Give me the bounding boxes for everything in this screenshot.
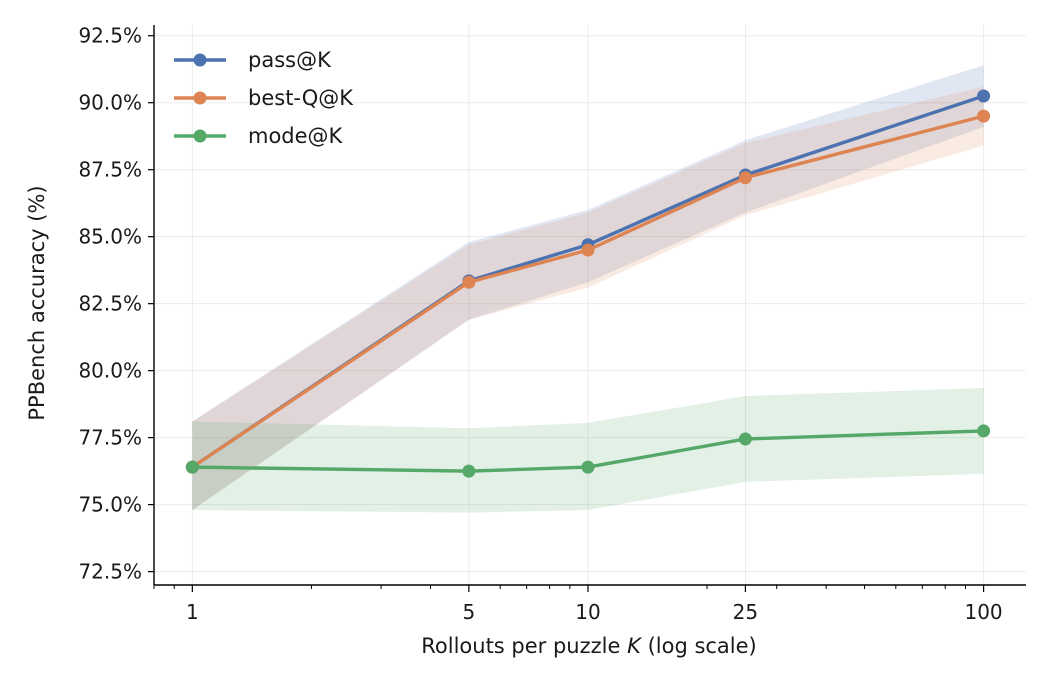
y-tick-label: 87.5% — [78, 158, 142, 182]
y-tick-label: 90.0% — [78, 91, 142, 115]
legend-label: mode@K — [248, 124, 344, 148]
axes: 72.5% 75.0% 77.5% 80.0% 82.5% 85.0% 87.5% 90.0%… — [78, 24, 1026, 624]
data-point-best-Q@K — [738, 171, 752, 185]
x-axis-label-prefix: Rollouts per puzzle — [421, 634, 627, 658]
legend: pass@K best-Q@K mode@K — [174, 48, 354, 148]
y-axis-label: PPBench accuracy (%) — [25, 185, 49, 420]
data-point-mode@K — [185, 460, 199, 474]
y-tick-label: 72.5% — [78, 560, 142, 584]
confidence-band-pass@K — [192, 65, 984, 510]
data-point-mode@K — [462, 464, 476, 478]
legend-marker-mode@K — [193, 129, 207, 143]
x-axis-label-variable: K — [627, 634, 643, 658]
data-point-mode@K — [581, 460, 595, 474]
y-tick-label: 92.5% — [78, 24, 142, 48]
data-point-mode@K — [738, 432, 752, 446]
series-lines — [185, 89, 991, 478]
x-tick-label: 5 — [463, 600, 476, 624]
legend-label: best-Q@K — [248, 86, 354, 110]
legend-marker-best-Q@K — [193, 91, 207, 105]
y-tick-label: 75.0% — [78, 493, 142, 517]
x-tick-label: 10 — [575, 600, 600, 624]
confidence-band-mode@K — [192, 388, 984, 513]
data-point-best-Q@K — [462, 275, 476, 289]
data-point-best-Q@K — [977, 109, 991, 123]
y-tick-label: 85.0% — [78, 225, 142, 249]
confidence-band-best-Q@K — [192, 86, 984, 510]
x-tick-label: 25 — [733, 600, 758, 624]
x-axis-label: Rollouts per puzzle K (log scale) — [421, 634, 757, 658]
y-tick-label: 77.5% — [78, 426, 142, 450]
y-tick-label: 82.5% — [78, 292, 142, 316]
data-point-mode@K — [977, 424, 991, 438]
x-tick-label: 100 — [964, 600, 1002, 624]
x-tick-label: 1 — [186, 600, 199, 624]
confidence-bands — [192, 65, 984, 513]
data-point-best-Q@K — [581, 243, 595, 257]
data-point-pass@K — [977, 89, 991, 103]
legend-marker-pass@K — [193, 53, 207, 67]
y-tick-label: 80.0% — [78, 359, 142, 383]
grid-layer — [154, 25, 1026, 585]
legend-label: pass@K — [248, 48, 332, 72]
x-axis-label-suffix: (log scale) — [641, 634, 757, 658]
